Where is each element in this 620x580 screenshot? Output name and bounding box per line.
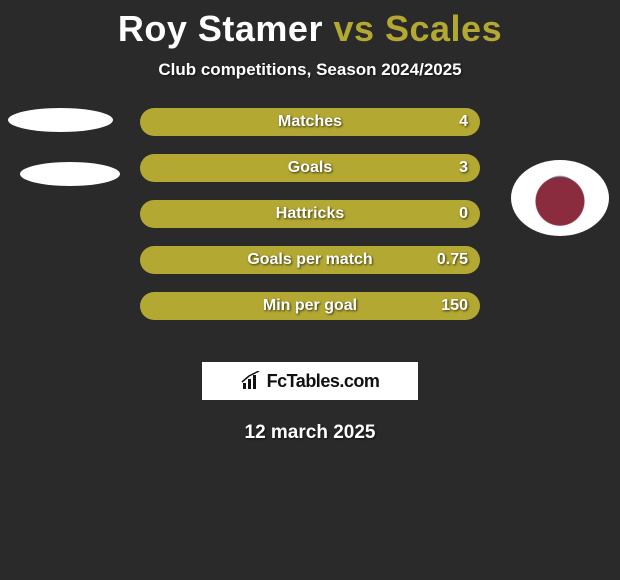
comparison-stage: Matches 4 Goals 3 Hattricks 0 Goals per match 0… (0, 108, 620, 358)
stat-bar-row: Goals 3 (140, 154, 480, 182)
club-badge (511, 160, 609, 236)
stat-bar-label: Min per goal (263, 297, 357, 315)
stat-bar-label: Goals per match (247, 251, 372, 269)
stat-bar-value: 0 (459, 205, 468, 223)
stat-bar-row: Min per goal 150 (140, 292, 480, 320)
title-vs: vs (323, 8, 385, 49)
title-player1: Roy Stamer (118, 8, 323, 49)
page-title: Roy Stamer vs Scales (0, 0, 620, 50)
snapshot-date: 12 march 2025 (0, 422, 620, 444)
stat-bar-label: Matches (278, 113, 342, 131)
stat-bars: Matches 4 Goals 3 Hattricks 0 Goals per match 0… (140, 108, 480, 338)
source-logo-text: FcTables.com (267, 371, 380, 392)
stat-bar-label: Hattricks (276, 205, 344, 223)
stat-bar-row: Matches 4 (140, 108, 480, 136)
stat-bar-value: 150 (441, 297, 468, 315)
stat-bar-row: Hattricks 0 (140, 200, 480, 228)
stat-bar-row: Goals per match 0.75 (140, 246, 480, 274)
stat-bar-value: 3 (459, 159, 468, 177)
left-player-column (0, 108, 120, 186)
stat-bar-label: Goals (288, 159, 332, 177)
placeholder-ellipse (8, 108, 113, 132)
title-player2: Scales (385, 8, 502, 49)
placeholder-ellipse (20, 162, 120, 186)
stat-bar-value: 4 (459, 113, 468, 131)
source-logo: FcTables.com (202, 362, 418, 400)
stat-bar-value: 0.75 (437, 251, 468, 269)
subtitle: Club competitions, Season 2024/2025 (0, 60, 620, 80)
chart-icon (241, 371, 261, 391)
right-player-column (500, 108, 620, 236)
